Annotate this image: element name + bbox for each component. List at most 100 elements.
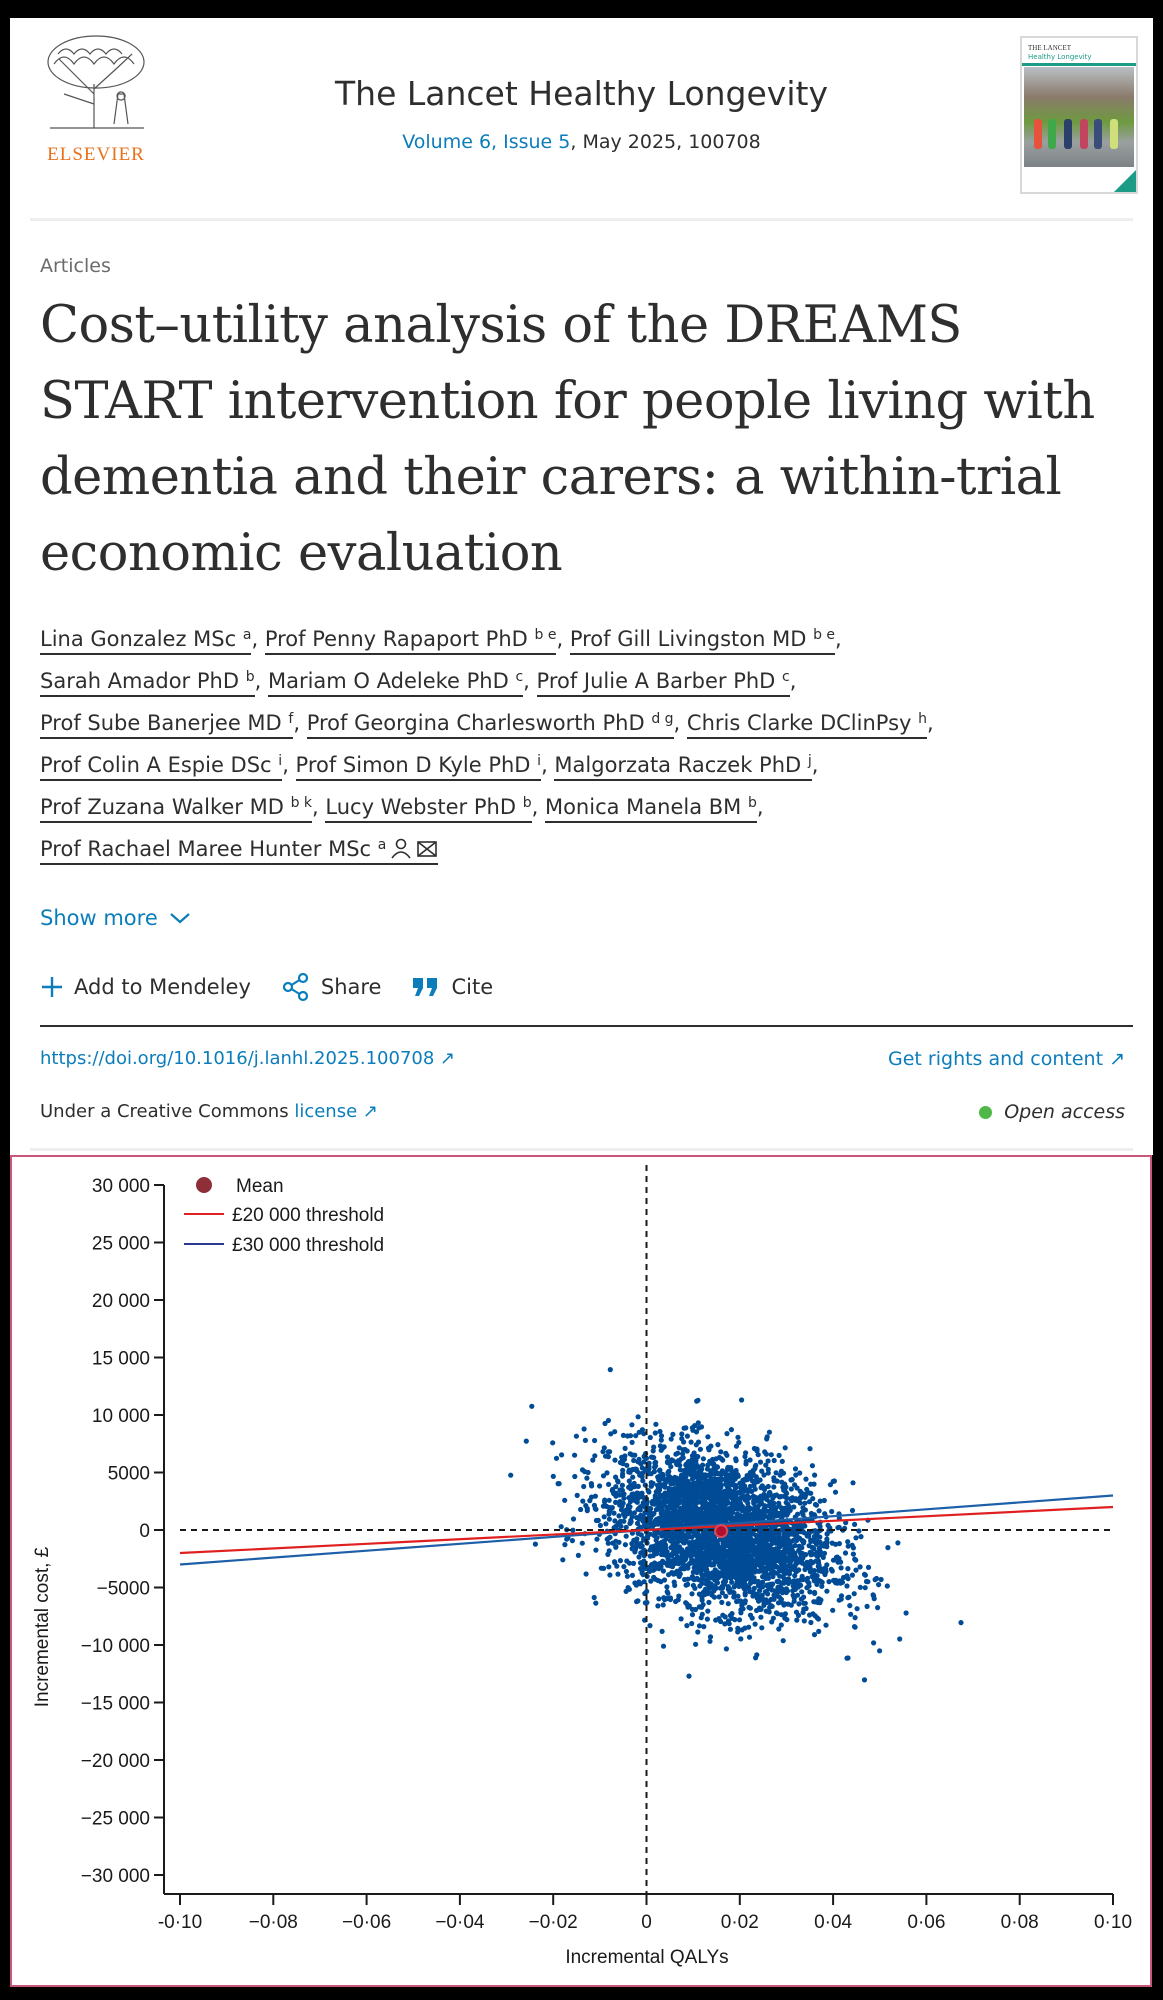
scatter-point <box>635 1598 641 1604</box>
x-tick-label: −0·02 <box>529 1912 578 1933</box>
author-link[interactable]: Mariam O Adeleke PhD c <box>267 669 524 697</box>
scatter-point <box>776 1452 782 1458</box>
author-link[interactable]: Chris Clarke DClinPsy h <box>686 711 928 739</box>
author-link[interactable]: Prof Sube Banerjee MD f <box>40 711 294 739</box>
scatter-point <box>695 1494 701 1500</box>
scatter-point <box>729 1506 735 1512</box>
author-link[interactable]: Monica Manela BM b <box>544 795 757 823</box>
scatter-point <box>838 1559 844 1565</box>
scatter-point <box>687 1547 694 1553</box>
author-link[interactable]: Malgorzata Raczek PhD j <box>554 753 812 781</box>
volume-issue-link[interactable]: Volume 6, Issue 5 <box>402 131 571 153</box>
scatter-point <box>689 1557 695 1563</box>
scatter-point <box>670 1481 676 1487</box>
license-link[interactable]: license ↗ <box>294 1101 378 1122</box>
get-rights-link[interactable]: Get rights and content ↗ <box>888 1048 1125 1070</box>
author-link[interactable]: Prof Julie A Barber PhD c <box>536 669 790 697</box>
scatter-point <box>739 1503 745 1509</box>
author-link[interactable]: Prof Colin A Espie DSc i <box>40 753 283 781</box>
scatter-point <box>621 1564 627 1570</box>
scatter-point <box>744 1473 750 1479</box>
scatter-point <box>646 1564 652 1570</box>
scatter-point <box>739 1562 745 1568</box>
scatter-point <box>811 1568 817 1574</box>
scatter-point <box>812 1472 818 1478</box>
author-link[interactable]: Sarah Amador PhD b <box>40 669 255 697</box>
scatter-point <box>623 1533 629 1539</box>
scatter-point <box>747 1580 754 1586</box>
author-link[interactable]: Prof Georgina Charlesworth PhD d g <box>306 711 674 739</box>
scatter-point <box>766 1492 772 1498</box>
scatter-point <box>740 1567 746 1573</box>
scatter-point <box>613 1544 619 1550</box>
legend-20000-label: £20 000 threshold <box>232 1205 384 1226</box>
scatter-point <box>746 1604 752 1610</box>
scatter-point <box>801 1600 807 1606</box>
scatter-point <box>757 1593 763 1599</box>
scatter-point <box>658 1539 665 1546</box>
cover-band <box>1022 63 1136 66</box>
scatter-point <box>789 1476 795 1483</box>
scatter-point <box>816 1562 822 1569</box>
scatter-point <box>715 1442 721 1448</box>
elsevier-logo[interactable]: ELSEVIER <box>36 34 156 174</box>
scatter-point <box>728 1472 734 1478</box>
scatter-point <box>600 1503 607 1509</box>
scatter-point <box>803 1605 809 1612</box>
journal-title[interactable]: The Lancet Healthy Longevity <box>335 74 828 113</box>
scatter-point <box>672 1489 678 1495</box>
author-link[interactable]: Lucy Webster PhD b <box>325 795 532 823</box>
scatter-point <box>611 1559 618 1565</box>
scatter-point <box>594 1536 600 1542</box>
scatter-point <box>778 1612 785 1618</box>
scatter-point <box>550 1440 556 1446</box>
scatter-point <box>657 1473 663 1479</box>
scatter-point <box>664 1498 670 1504</box>
author-link[interactable]: Prof Gill Livingston MD b e <box>569 627 836 655</box>
share-button[interactable]: Share <box>281 972 381 1002</box>
author-affiliation: a <box>242 627 252 643</box>
add-to-mendeley-button[interactable]: Add to Mendeley <box>40 975 251 999</box>
scatter-point <box>689 1606 696 1612</box>
scatter-point <box>725 1509 732 1515</box>
scatter-point <box>648 1578 654 1584</box>
show-more-button[interactable]: Show more <box>40 906 192 930</box>
scatter-point <box>649 1501 655 1507</box>
scatter-point <box>771 1484 777 1490</box>
journal-cover-image[interactable]: THE LANCET Healthy Longevity <box>1020 36 1138 194</box>
author-link[interactable]: Prof Simon D Kyle PhD i <box>295 753 542 781</box>
scatter-point <box>725 1601 731 1607</box>
doi-link[interactable]: https://doi.org/10.1016/j.lanhl.2025.100… <box>40 1048 455 1069</box>
scatter-point <box>742 1625 748 1631</box>
scatter-point <box>742 1598 748 1604</box>
figure-cost-effectiveness-plane[interactable]: 30 000 25 000 20 000 15 000 10 000 5000 0 −5000… <box>10 1155 1152 1987</box>
scatter-point <box>633 1543 640 1549</box>
scatter-point <box>812 1613 818 1619</box>
author-link[interactable]: Prof Rachael Maree Hunter MSc a <box>40 837 439 865</box>
scatter-point <box>871 1593 877 1599</box>
scatter-point <box>782 1615 788 1621</box>
scatter-point <box>713 1494 719 1500</box>
scatter-point <box>722 1614 728 1620</box>
scatter-point <box>606 1516 613 1522</box>
author-link[interactable]: Prof Zuzana Walker MD b k <box>40 795 313 823</box>
scatter-point <box>765 1458 771 1464</box>
author-link[interactable]: Lina Gonzalez MSc a <box>40 627 252 655</box>
author-link[interactable]: Prof Penny Rapaport PhD b e <box>264 627 557 655</box>
scatter-point <box>655 1487 661 1493</box>
scatter-point <box>580 1498 586 1504</box>
cite-button[interactable]: Cite <box>411 975 493 999</box>
scatter-point <box>824 1536 830 1542</box>
author-affiliation: b e <box>813 627 836 643</box>
scatter-point <box>706 1599 712 1605</box>
author-separator: , <box>251 627 265 651</box>
scatter-point <box>600 1449 606 1455</box>
author-affiliation: b e <box>534 627 557 643</box>
scatter-point <box>694 1515 700 1521</box>
scatter-point <box>632 1498 638 1504</box>
scatter-point <box>805 1533 811 1539</box>
scatter-point <box>613 1538 619 1544</box>
scatter-point <box>729 1579 735 1585</box>
scatter-point <box>699 1520 705 1526</box>
scatter-point <box>642 1600 649 1606</box>
